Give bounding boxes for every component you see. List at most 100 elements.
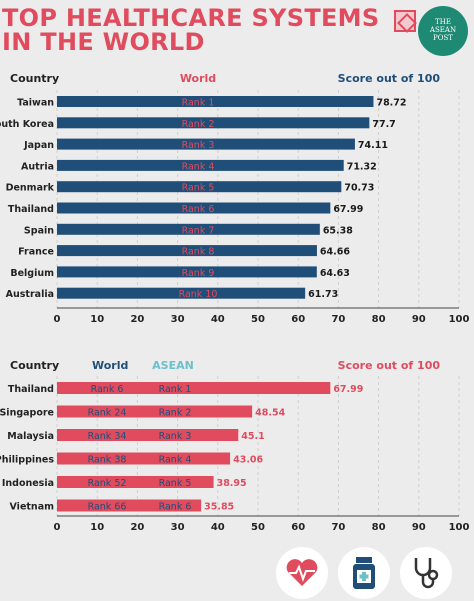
value-label: 43.06 <box>233 455 263 466</box>
bar <box>57 96 374 107</box>
tick-label: 70 <box>331 522 345 533</box>
badge-text-1: THE <box>435 18 451 26</box>
tick-label: 80 <box>372 522 386 533</box>
tick-label: 30 <box>171 314 185 325</box>
category-label: Australia <box>6 289 54 300</box>
category-label: France <box>18 247 54 258</box>
world-rank-label: Rank 9 <box>182 268 215 279</box>
bar <box>57 223 320 235</box>
icon-row <box>270 545 474 601</box>
category-label: South Korea <box>0 119 54 130</box>
medicine-bottle-icon <box>338 547 390 599</box>
tick-label: 10 <box>90 314 104 325</box>
value-label: 61.73 <box>308 289 338 300</box>
tick-label: 30 <box>171 522 185 533</box>
header-world: World <box>180 72 216 85</box>
header-world: World <box>92 359 128 372</box>
category-label: Indonesia <box>2 478 54 489</box>
bar <box>57 181 342 193</box>
tick-label: 70 <box>331 314 345 325</box>
value-label: 70.73 <box>344 183 374 194</box>
world-rank-label: Rank 6 <box>182 204 215 215</box>
category-label: Taiwan <box>17 98 54 109</box>
bar <box>57 117 370 129</box>
category-label: Japan <box>23 140 54 151</box>
world-rank-label: Rank 2 <box>182 119 215 130</box>
category-label: Vietnam <box>10 502 55 513</box>
value-label: 38.95 <box>217 478 247 489</box>
tick-label: 0 <box>54 314 61 325</box>
value-label: 77.7 <box>372 119 395 130</box>
world-rank-label: Rank 38 <box>88 455 127 466</box>
value-label: 65.38 <box>323 225 353 236</box>
world-rank-label: Rank 6 <box>91 384 124 395</box>
bar <box>57 245 317 257</box>
bar <box>57 405 253 418</box>
header-score: Score out of 100 <box>338 359 441 372</box>
asean-rank-label: Rank 5 <box>159 478 192 489</box>
world-rank-label: Rank 66 <box>88 502 127 513</box>
header-score: Score out of 100 <box>338 72 441 85</box>
value-label: 78.72 <box>376 98 406 109</box>
bar <box>57 202 331 214</box>
heart-rate-icon <box>276 547 328 599</box>
tick-label: 20 <box>130 314 144 325</box>
value-label: 64.63 <box>320 268 350 279</box>
bar <box>57 382 331 394</box>
tick-label: 0 <box>54 522 61 533</box>
stethoscope-icon <box>400 547 452 599</box>
asean-rank-label: Rank 2 <box>159 408 192 419</box>
world-ranking-svg: 0 10 20 30 40 50 60 70 80 90 100 Country World Score … <box>0 72 470 325</box>
tick-label: 50 <box>251 314 265 325</box>
diamond-logo-icon <box>394 10 416 32</box>
value-label: 48.54 <box>255 408 285 419</box>
tick-label: 80 <box>372 314 386 325</box>
tick-label: 20 <box>130 522 144 533</box>
tick-label: 100 <box>449 314 470 325</box>
bar <box>57 429 239 441</box>
badge-text-3: POST <box>433 34 453 42</box>
world-ranking-chart: 0 10 20 30 40 50 60 70 80 90 100 Country World Score … <box>0 62 474 342</box>
bar <box>57 287 306 299</box>
bar <box>57 452 231 465</box>
category-label: Denmark <box>6 183 55 194</box>
asean-ranking-svg: 0 10 20 30 40 50 60 70 80 90 100 Country World ASEAN S… <box>0 359 470 533</box>
value-label: 74.11 <box>358 140 388 151</box>
asean-rank-label: Rank 4 <box>159 455 192 466</box>
world-rank-label: Rank 34 <box>88 431 127 442</box>
header-country: Country <box>10 359 59 372</box>
world-rank-label: Rank 7 <box>182 225 215 236</box>
title-line-2: IN THE WORLD <box>2 28 205 56</box>
asean-rank-label: Rank 3 <box>159 431 192 442</box>
bar <box>57 138 355 150</box>
category-label: Malaysia <box>7 431 54 442</box>
tick-label: 40 <box>211 522 225 533</box>
world-rank-label: Rank 52 <box>88 478 127 489</box>
category-label: Spain <box>24 225 54 236</box>
tick-label: 90 <box>412 314 426 325</box>
tick-label: 100 <box>449 522 470 533</box>
header-country: Country <box>10 72 59 85</box>
tick-label: 50 <box>251 522 265 533</box>
asean-rank-label: Rank 1 <box>159 384 192 395</box>
value-label: 67.99 <box>333 384 363 395</box>
bar <box>57 266 317 278</box>
asean-post-logo: THE ASEAN POST <box>418 6 468 56</box>
world-rank-label: Rank 3 <box>182 140 215 151</box>
category-label: Autria <box>21 161 54 172</box>
tick-label: 10 <box>90 522 104 533</box>
world-rank-label: Rank 4 <box>182 161 215 172</box>
world-rank-label: Rank 5 <box>182 183 215 194</box>
category-label: Thailand <box>8 384 54 395</box>
tick-label: 40 <box>211 314 225 325</box>
value-label: 71.32 <box>347 161 377 172</box>
category-label: Singapore <box>0 408 54 419</box>
value-label: 64.66 <box>320 247 350 258</box>
bar <box>57 499 202 512</box>
header: TOP HEALTHCARE SYSTEMS IN THE WORLD THE … <box>0 0 474 62</box>
title-line-1: TOP HEALTHCARE SYSTEMS <box>2 4 380 32</box>
world-rank-label: Rank 24 <box>88 408 127 419</box>
asean-rank-label: Rank 6 <box>159 502 192 513</box>
tick-label: 60 <box>291 522 305 533</box>
world-rank-label: Rank 10 <box>179 289 218 300</box>
